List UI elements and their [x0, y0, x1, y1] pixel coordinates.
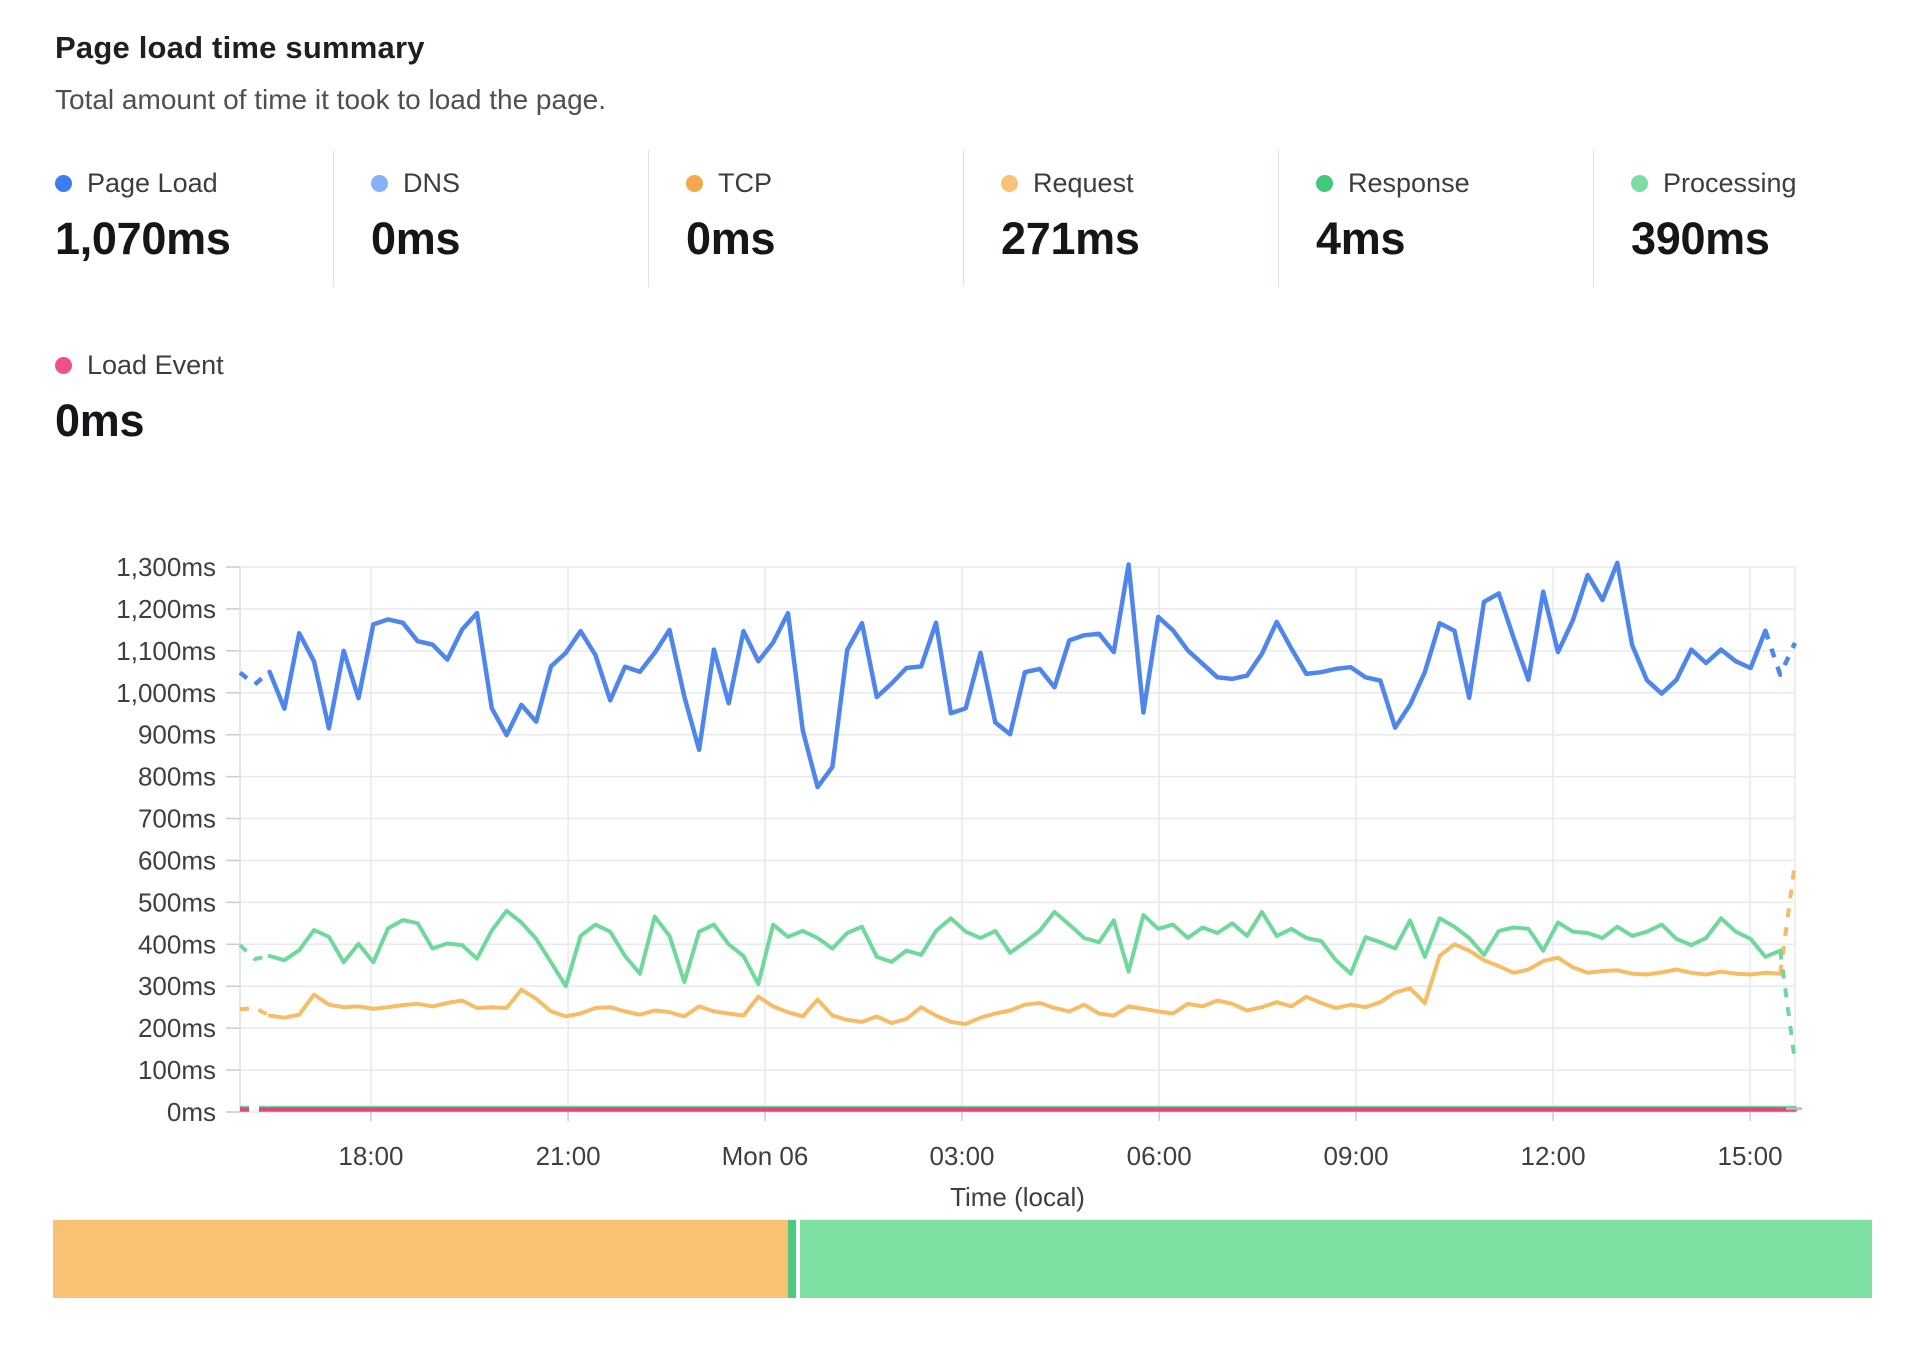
metric-label: Request: [1033, 168, 1134, 198]
response-dot-icon: [1316, 175, 1333, 192]
metric-label: Response: [1348, 168, 1470, 198]
x-tick-label: 06:00: [1127, 1141, 1192, 1171]
y-tick-label: 300ms: [138, 971, 216, 1001]
metric-tcp: TCP 0ms: [648, 150, 963, 287]
y-tick-label: 1,100ms: [116, 636, 216, 666]
availability-bar[interactable]: [53, 1220, 1872, 1298]
metrics-row-2: Load Event 0ms: [55, 332, 333, 452]
metric-value: 4ms: [1316, 213, 1406, 264]
y-tick-label: 1,300ms: [116, 552, 216, 582]
y-tick-label: 1,200ms: [116, 594, 216, 624]
x-tick-label: 03:00: [929, 1141, 994, 1171]
availability-segment-degraded: [53, 1220, 789, 1298]
page-subtitle: Total amount of time it took to load the…: [55, 84, 607, 115]
metric-value: 390ms: [1631, 213, 1770, 264]
y-tick-label: 800ms: [138, 762, 216, 792]
availability-segment-healthy: [800, 1220, 1872, 1298]
metric-label: Page Load: [87, 168, 218, 198]
availability-segment-separator: [788, 1220, 797, 1298]
request-dot-icon: [1001, 175, 1018, 192]
metric-value: 0ms: [55, 395, 145, 446]
metric-value: 271ms: [1001, 213, 1140, 264]
metric-value: 1,070ms: [55, 213, 231, 264]
y-tick-label: 900ms: [138, 720, 216, 750]
series-processing-line: [267, 908, 1783, 989]
page-load-dot-icon: [55, 175, 72, 192]
y-tick-label: 0ms: [167, 1097, 216, 1127]
page-title: Page load time summary: [55, 30, 425, 65]
x-tick-label: 15:00: [1718, 1141, 1783, 1171]
y-tick-label: 200ms: [138, 1013, 216, 1043]
series-processing-dashed-start: [238, 943, 270, 961]
series-request-line: [267, 942, 1783, 1026]
y-tick-label: 400ms: [138, 929, 216, 959]
y-tick-label: 600ms: [138, 845, 216, 875]
y-tick-label: 700ms: [138, 804, 216, 834]
availability-segment-gap: [796, 1220, 801, 1298]
metric-value: 0ms: [371, 213, 461, 264]
processing-dot-icon: [1631, 175, 1648, 192]
series-page-load-line: [267, 560, 1768, 790]
metrics-row: Page Load 1,070ms DNS 0ms TCP 0ms Reques…: [55, 150, 1908, 287]
tcp-dot-icon: [686, 175, 703, 192]
x-tick-label: Mon 06: [722, 1141, 809, 1171]
metric-processing: Processing 390ms: [1593, 150, 1908, 287]
series-page-load-dashed-end: [1763, 629, 1798, 677]
x-tick-label: 18:00: [338, 1141, 403, 1171]
dns-dot-icon: [371, 175, 388, 192]
load-event-dot-icon: [55, 357, 72, 374]
y-tick-label: 500ms: [138, 887, 216, 917]
metric-request: Request 271ms: [963, 150, 1278, 287]
y-tick-label: 100ms: [138, 1055, 216, 1085]
metric-page-load: Page Load 1,070ms: [55, 150, 333, 287]
y-tick-label: 1,000ms: [116, 678, 216, 708]
metric-label: Processing: [1663, 168, 1797, 198]
metric-response: Response 4ms: [1278, 150, 1593, 287]
metric-label: TCP: [718, 168, 772, 198]
metric-dns: DNS 0ms: [333, 150, 648, 287]
x-axis-title: Time (local): [950, 1182, 1085, 1212]
metric-label: DNS: [403, 168, 461, 198]
metric-label: Load Event: [87, 350, 224, 380]
series-page-load-dashed-start: [238, 670, 272, 687]
x-tick-label: 21:00: [536, 1141, 601, 1171]
series-request-dashed-start: [239, 1006, 271, 1018]
metric-load-event: Load Event 0ms: [55, 332, 333, 452]
x-tick-label: 09:00: [1323, 1141, 1388, 1171]
metric-value: 0ms: [686, 213, 776, 264]
x-tick-label: 12:00: [1521, 1141, 1586, 1171]
